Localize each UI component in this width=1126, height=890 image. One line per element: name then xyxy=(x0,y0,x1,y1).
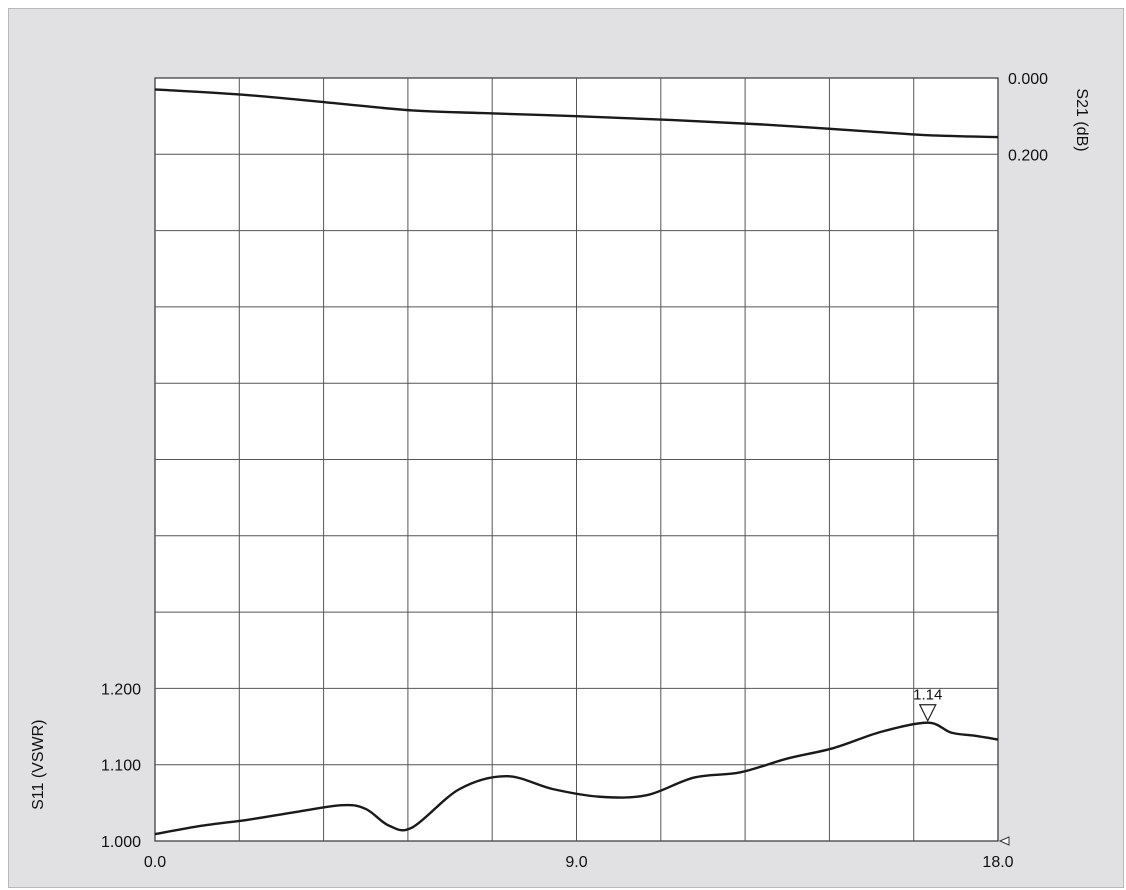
left-axis-label: S11 (VSWR) xyxy=(30,720,47,810)
axis-labels: S11 (VSWR) S21 (dB) xyxy=(30,88,1090,809)
series-line-s21 xyxy=(154,88,999,139)
series-line-s11 xyxy=(154,721,999,836)
tick-labels: 0.0 9.0 18.0 1.000 1.100 1.200 0.000 0.200 xyxy=(101,71,1048,871)
series-layer xyxy=(154,88,999,836)
marker-triangle xyxy=(918,704,937,723)
chart: 0.0 9.0 18.0 1.000 1.100 1.200 0.000 0.200 S11 … xyxy=(30,71,1090,871)
x-tick-label: 9.0 xyxy=(565,854,587,871)
left-tick-label: 1.100 xyxy=(101,758,141,775)
markers: 1.14 xyxy=(913,687,1010,846)
right-axis-label: S21 (dB) xyxy=(1073,88,1090,151)
left-tick-label: 1.000 xyxy=(101,834,141,851)
right-tick-label: 0.200 xyxy=(1008,147,1048,164)
x-tick-label: 0.0 xyxy=(144,854,166,871)
right-tick-label: 0.000 xyxy=(1008,71,1048,88)
reference-marker xyxy=(998,836,1010,846)
chart-panel: 0.0 9.0 18.0 1.000 1.100 1.200 0.000 0.200 S11 … xyxy=(8,8,1124,888)
left-tick-label: 1.200 xyxy=(101,681,141,698)
x-tick-label: 18.0 xyxy=(982,854,1013,871)
grid xyxy=(155,78,998,841)
marker-label: 1.14 xyxy=(913,687,942,704)
